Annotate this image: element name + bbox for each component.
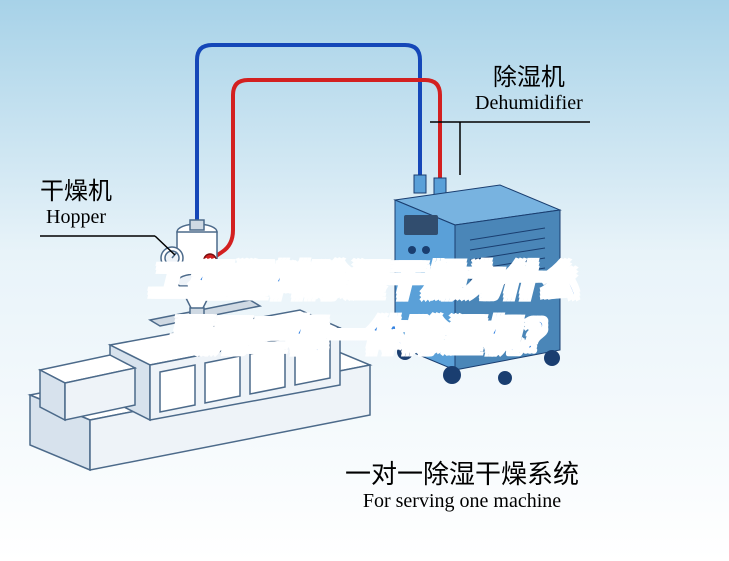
headline-line1: 工程塑料除湿干燥为什么 bbox=[0, 250, 729, 305]
headline-line2: 要用三机一体除湿机？ bbox=[0, 305, 729, 360]
system-title-en: For serving one machine bbox=[345, 490, 579, 513]
system-title-cn: 一对一除湿干燥系统 bbox=[345, 460, 579, 490]
dehumidifier-label-en: Dehumidifier bbox=[475, 92, 583, 115]
dehumidifier-display bbox=[404, 215, 438, 235]
dehumidifier-label: 除湿机 Dehumidifier bbox=[475, 64, 583, 115]
hopper-label-en: Hopper bbox=[40, 206, 112, 229]
diagram-stage: 除湿机 Dehumidifier 干燥机 Hopper 一对一除湿干燥系统 Fo… bbox=[0, 0, 729, 561]
dehumidifier-label-cn: 除湿机 bbox=[475, 64, 583, 92]
headline-overlay: 工程塑料除湿干燥为什么 要用三机一体除湿机？ bbox=[0, 250, 729, 360]
hopper-label-cn: 干燥机 bbox=[40, 178, 112, 206]
hopper-label: 干燥机 Hopper bbox=[40, 178, 112, 229]
system-title: 一对一除湿干燥系统 For serving one machine bbox=[345, 460, 579, 513]
